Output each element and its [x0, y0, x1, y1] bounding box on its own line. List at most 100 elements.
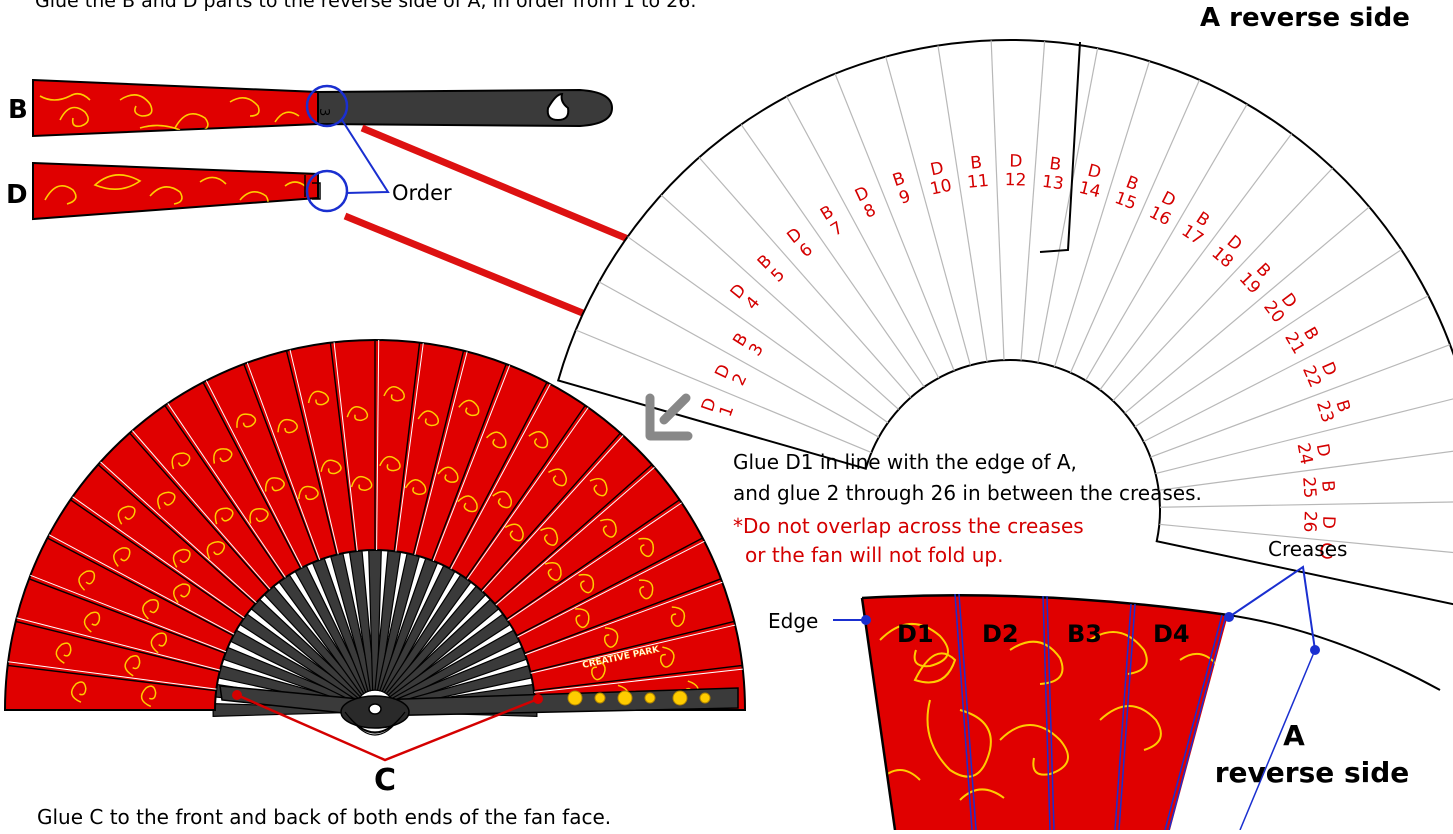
fan-a-crease [698, 157, 912, 398]
fan-pleat-highlight [432, 365, 511, 562]
segment-label: D10 [924, 157, 953, 199]
fan-pleat [494, 464, 653, 605]
fan-a-crease [1159, 501, 1453, 508]
fan-pleat [465, 405, 586, 579]
fan-rivet [368, 703, 382, 715]
zoom-strip-label: D4 [1153, 620, 1190, 648]
fan-a-crease [1158, 450, 1453, 491]
fan-pleat [70, 499, 244, 620]
fan-pleat-highlight [72, 496, 245, 619]
order-circle-d [305, 169, 349, 213]
d-order-mark [312, 182, 321, 200]
fan-a-crease [1037, 48, 1099, 363]
fan-pleat-highlight [167, 403, 286, 578]
fan-a-crease [1112, 167, 1333, 402]
creases-label: Creases [1268, 537, 1347, 561]
b-stick-number: 3 [316, 108, 331, 116]
fan-a-crease [1053, 60, 1151, 367]
fan-pleat-highlight [48, 534, 235, 635]
fan-pleat [164, 405, 285, 579]
part-b-strip [32, 78, 614, 138]
zoom-a-label: A [1283, 719, 1305, 752]
zoom-strip-label: D1 [897, 620, 934, 648]
crease-point [1310, 645, 1320, 655]
fan-pleat [97, 464, 256, 605]
part-d-label: D [6, 180, 28, 210]
instruction-bottom: Glue C to the front and back of both end… [37, 805, 611, 829]
fan-a-crease [1085, 103, 1248, 381]
fan-a-crease [1099, 133, 1293, 391]
fan-a-face [556, 39, 1453, 606]
fan-pleat-highlight [205, 380, 303, 568]
fan-a-crease [990, 40, 1005, 361]
fan-a-crease [1069, 79, 1201, 373]
part-b-ornament [39, 92, 300, 133]
segment-label: D24 [1293, 438, 1335, 467]
fan-a-slit [1039, 41, 1081, 253]
part-c-label: C [374, 763, 396, 798]
fan-pleat-highlight [450, 383, 551, 570]
fan-a-crease [1143, 295, 1429, 443]
fan-pleat-highlight [100, 461, 257, 604]
fan-pleat [412, 350, 465, 555]
fan-pleat [28, 578, 226, 654]
part-b-rivet-hole [546, 92, 570, 122]
segment-label: B25 [1298, 475, 1338, 499]
fan-a-crease [937, 45, 988, 362]
segment-label: B13 [1041, 153, 1067, 194]
fan-pleat [393, 342, 421, 552]
fan-a-crease [885, 56, 971, 366]
fan-pleat-highlight [481, 435, 624, 592]
completed-fan: CREATIVE PARK [3, 339, 747, 736]
segment-label: D14 [1077, 160, 1107, 203]
c-leader-lines [236, 693, 539, 762]
fan-a-crease [660, 194, 900, 410]
fan-a-crease [575, 329, 872, 454]
segment-label: D12 [1005, 151, 1027, 190]
order-callout: 3 [305, 84, 390, 213]
zoom-a-crease [1239, 649, 1316, 831]
fan-pleat [202, 382, 302, 569]
fan-pleat-highlight [289, 349, 339, 555]
segment-label: D1 [698, 395, 739, 420]
fan-a-crease [740, 124, 925, 388]
next-step-arrow-icon [645, 393, 693, 441]
segment-label: B11 [965, 152, 990, 193]
fan-pivot-base [354, 723, 396, 736]
edge-point [861, 615, 871, 625]
zoom-a-outline [1227, 614, 1441, 691]
arrow-d-shaft [343, 212, 614, 329]
fan-pleat [7, 664, 217, 692]
fan-pleat [15, 620, 220, 673]
fan-ornament [55, 385, 699, 708]
segment-label: D26 [1299, 510, 1339, 533]
fan-pleat [329, 342, 357, 552]
fan-a-crease [1155, 398, 1453, 475]
c-callout [232, 690, 543, 762]
zoom-left-edge [860, 597, 897, 831]
part-b-label: B [8, 95, 28, 125]
fan-pleat [524, 578, 722, 654]
fan-pleat-highlight [395, 343, 424, 552]
fan-pleat-highlight [414, 351, 468, 556]
fan-pleat-highlight [333, 342, 358, 552]
fan-pleat-highlight [466, 407, 589, 580]
instruction-align: Glue D1 in line with the edge of A, [733, 450, 1077, 474]
fan-pleat-highlight [132, 430, 271, 590]
fan-pleat [431, 363, 507, 561]
fan-a-crease [1134, 249, 1402, 428]
fan-guard-ornament [567, 690, 711, 706]
order-leader-line [341, 119, 390, 194]
zoom-strip-label: D2 [982, 620, 1019, 648]
fan-pleat-highlight [530, 624, 736, 674]
fan-pleat-highlight [495, 467, 655, 606]
instruction-between: and glue 2 through 26 in between the cre… [733, 481, 1202, 505]
part-d-ornament [44, 174, 306, 207]
part-d-face [32, 161, 319, 221]
fan-pleat [533, 664, 743, 692]
order-circle-b [305, 84, 349, 128]
fan-pleat [506, 499, 680, 620]
